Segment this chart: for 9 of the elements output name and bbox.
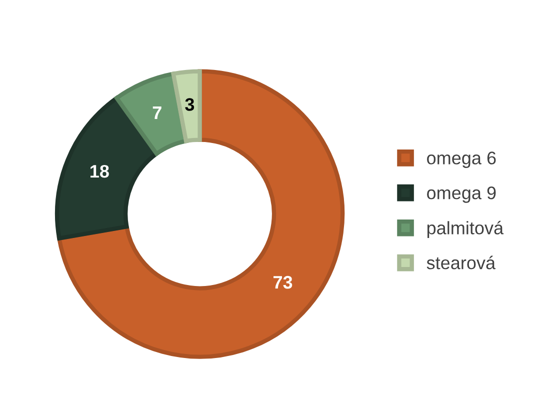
data-label: 73 bbox=[274, 276, 292, 289]
data-label: 18 bbox=[90, 164, 109, 178]
donut-slice bbox=[57, 69, 345, 359]
legend-label: omega 9 bbox=[427, 186, 496, 203]
legend-label: palmitová bbox=[427, 220, 504, 238]
legend-label: stearová bbox=[426, 256, 496, 270]
legend-label: omega 6 bbox=[427, 152, 496, 168]
data-label: 7 bbox=[152, 106, 162, 119]
data-label: 3 bbox=[185, 98, 194, 111]
